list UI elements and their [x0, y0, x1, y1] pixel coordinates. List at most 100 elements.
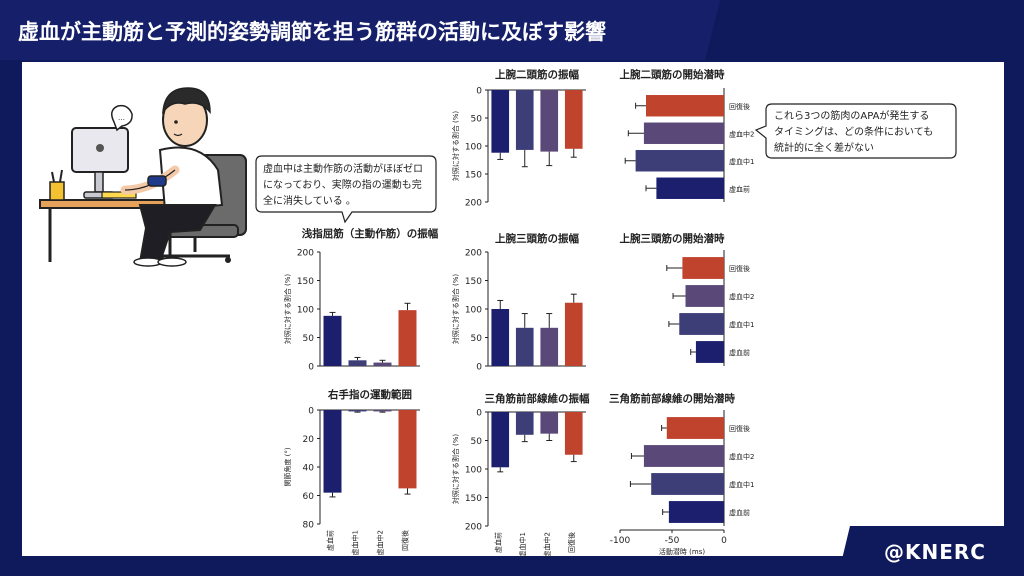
y-tick-label: 200: [297, 249, 314, 259]
bar-1: [348, 360, 367, 366]
x-tick-label: -100: [610, 536, 631, 546]
bar-0: [491, 412, 510, 468]
slide-title: 虚血が主動筋と予測的姿勢調節を担う筋群の活動に及ぼす影響: [18, 20, 606, 44]
category-label: 回復後: [729, 264, 750, 273]
category-label: 虚血中1: [729, 320, 754, 329]
y-tick-label: 100: [297, 306, 314, 316]
chart-fds: 浅指屈筋（主動作筋）の振幅 0 50 100 150 200 対照に対する割合 (%): [283, 227, 439, 373]
bar-1: [685, 285, 724, 307]
bar-1: [515, 90, 534, 150]
y-tick-label: 150: [465, 171, 482, 181]
x-tick-label: 虚血中1: [351, 530, 360, 555]
bar-2: [373, 362, 392, 366]
bar-1: [643, 122, 724, 144]
y-tick-label: 50: [471, 115, 483, 125]
bar-3: [564, 90, 583, 149]
bar-2: [540, 327, 559, 366]
speech-right-line-1: これら3つの筋肉のAPAが発生する: [774, 109, 929, 122]
category-label: 虚血中2: [729, 292, 754, 301]
category-label: 回復後: [729, 424, 750, 433]
y-tick-label: 50: [303, 334, 315, 344]
bar-2: [540, 412, 559, 434]
chart-biceps_amp: 上腕二頭筋の振幅 0 50 100 150 200 対照に対する割合 (%): [451, 68, 586, 209]
y-tick-label: 150: [465, 277, 482, 287]
speech-bubble-right: これら3つの筋肉のAPAが発生する タイミングは、どの条件においても 統計的に全…: [754, 103, 957, 159]
bar-0: [491, 309, 510, 366]
speech-left-line-2: になっており、実際の指の運動も完: [263, 178, 422, 191]
y-tick-label: 0: [308, 363, 314, 373]
illustration-person-at-desk: …: [39, 87, 247, 267]
chart-title: 三角筋前部線維の開始潜時: [609, 392, 735, 405]
speech-left-line-3: 全に消失している 。: [263, 194, 356, 207]
y-tick-label: 0: [308, 407, 314, 417]
bar-1: [643, 445, 724, 467]
y-axis-label: 対照に対する割合 (%): [451, 111, 460, 182]
keyboard: [101, 191, 137, 199]
chart-title: 浅指屈筋（主動作筋）の振幅: [302, 227, 439, 240]
bar-0: [682, 257, 724, 279]
bar-2: [679, 313, 724, 335]
speech-right-line-3: 統計的に全く差がない: [774, 141, 874, 154]
category-label: 虚血中2: [729, 452, 754, 461]
hair: [162, 87, 211, 115]
chart-rom: 右手指の運動範囲 0 20 40 60 80 関節角度 (°) 虚血前 虚血中1 虚血中2 回復後: [283, 388, 420, 555]
bar-0: [323, 410, 342, 493]
apple-logo-icon: [96, 144, 104, 152]
category-label: 虚血中1: [729, 480, 754, 489]
y-tick-label: 200: [465, 523, 482, 533]
chart-title: 三角筋前部線維の振幅: [485, 392, 590, 405]
y-tick-label: 100: [465, 306, 482, 316]
x-tick-label: 0: [721, 536, 727, 546]
bar-0: [491, 90, 510, 153]
bar-0: [646, 95, 724, 117]
y-axis-label: 対照に対する割合 (%): [451, 274, 460, 345]
bar-3: [656, 177, 724, 199]
shoe-right: [157, 257, 187, 267]
x-tick-label: 虚血中2: [542, 532, 551, 557]
x-tick-label: 回復後: [401, 530, 410, 551]
chart-title: 上腕二頭筋の開始潜時: [620, 68, 725, 81]
y-tick-label: 100: [465, 143, 482, 153]
speech-mark-icon: [111, 104, 133, 132]
y-tick-label: 60: [303, 492, 315, 502]
x-tick-label: -50: [665, 536, 680, 546]
y-axis-label: 対照に対する割合 (%): [283, 274, 292, 345]
x-axis-label: 活動潜時 (ms): [659, 547, 705, 556]
chart-title: 上腕三頭筋の開始潜時: [620, 232, 725, 245]
bar-2: [635, 150, 724, 172]
y-tick-label: 0: [476, 87, 482, 97]
bar-3: [564, 412, 583, 455]
bar-0: [666, 417, 724, 439]
y-tick-label: 0: [476, 363, 482, 373]
y-tick-label: 40: [303, 464, 315, 474]
chart-title: 上腕三頭筋の振幅: [495, 232, 579, 245]
category-label: 虚血前: [729, 184, 750, 193]
y-tick-label: 150: [465, 494, 482, 504]
y-axis-label: 対照に対する割合 (%): [451, 434, 460, 505]
x-tick-label: 虚血前: [326, 530, 335, 551]
category-label: 虚血前: [729, 508, 750, 517]
brand-handle: @KNERC: [884, 540, 986, 564]
speech-right-line-2: タイミングは、どの条件においても: [774, 125, 933, 138]
bar-3: [564, 302, 583, 366]
x-tick-label: 回復後: [567, 532, 576, 553]
bar-1: [515, 327, 534, 366]
y-tick-label: 50: [471, 437, 483, 447]
speech-left-line-1: 虚血中は主動作筋の活動がほぼゼロ: [263, 162, 423, 175]
y-tick-label: 150: [297, 277, 314, 287]
y-tick-label: 200: [465, 249, 482, 259]
brand-tab: [838, 526, 1024, 576]
blood-pressure-cuff: [147, 175, 167, 187]
y-tick-label: 100: [465, 466, 482, 476]
bar-2: [651, 473, 724, 495]
category-label: 虚血前: [729, 348, 750, 357]
bar-2: [373, 410, 392, 412]
y-axis-label: 関節角度 (°): [283, 447, 292, 486]
bar-3: [695, 341, 724, 363]
y-tick-label: 200: [465, 199, 482, 209]
